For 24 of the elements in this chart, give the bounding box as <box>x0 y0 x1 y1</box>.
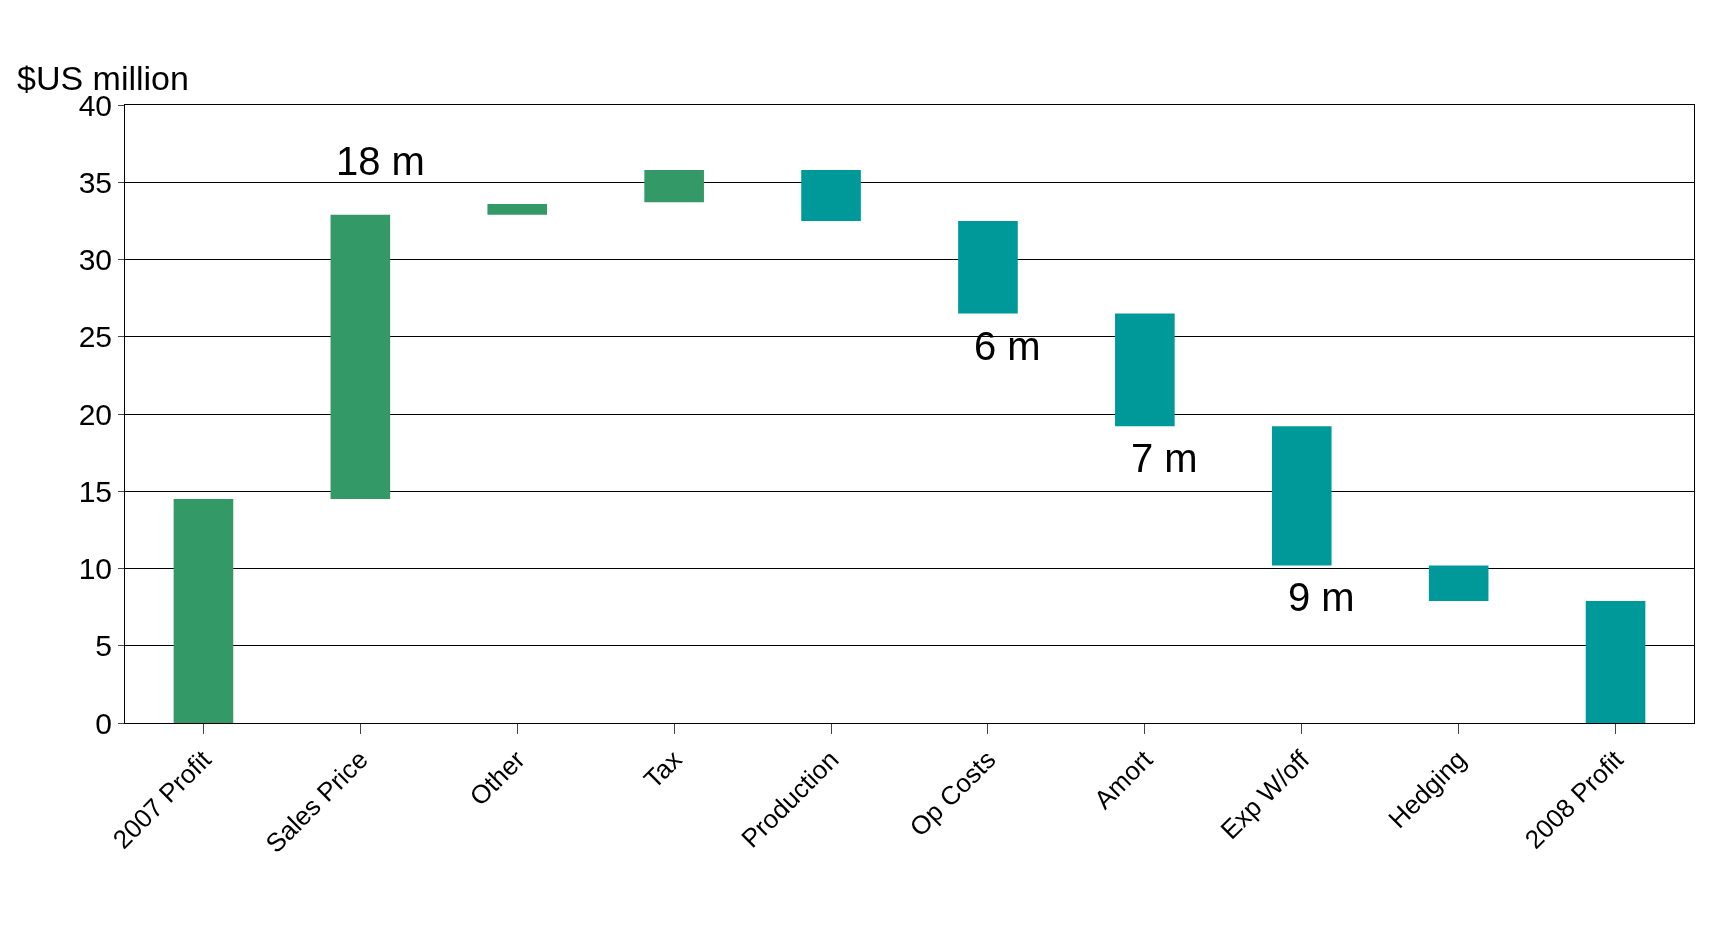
annotation: 6 m <box>974 324 1041 368</box>
bar <box>958 220 1018 314</box>
y-tick-label: 30 <box>78 243 112 276</box>
bar <box>1271 426 1332 566</box>
y-tick-label: 0 <box>95 706 112 740</box>
y-axis-title: $US million <box>17 59 189 97</box>
y-tick-label: 35 <box>78 165 112 199</box>
bar <box>644 169 704 203</box>
y-tick-label: 25 <box>78 320 112 354</box>
bar <box>487 203 548 215</box>
y-tick-label: 5 <box>95 629 112 663</box>
bar <box>1428 565 1489 601</box>
y-tick-label: 15 <box>78 474 112 508</box>
y-tick-label: 10 <box>78 552 112 585</box>
annotation: 7 m <box>1131 436 1198 480</box>
x-tick-label: Tax <box>637 744 688 795</box>
bar <box>1115 313 1175 427</box>
annotation: 18 m <box>336 139 425 183</box>
annotation: 9 m <box>1288 575 1355 619</box>
y-tick-label: 20 <box>78 397 112 431</box>
bar <box>1585 600 1646 723</box>
bar <box>173 498 234 723</box>
bar <box>330 214 391 499</box>
bar <box>801 169 861 221</box>
